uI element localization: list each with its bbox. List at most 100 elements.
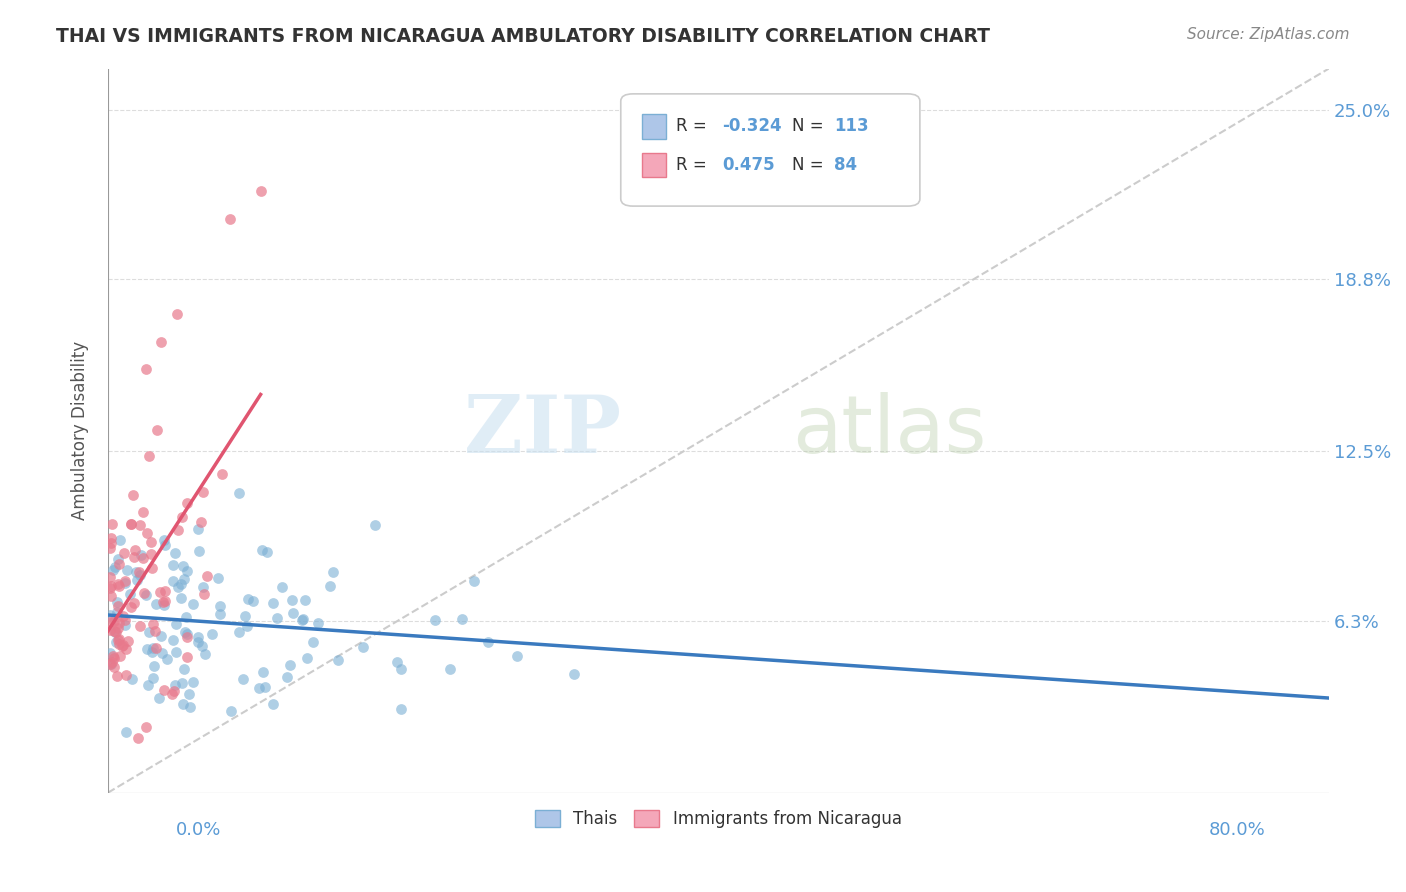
Point <box>107 599 129 613</box>
Point <box>103 648 125 663</box>
Point <box>98 615 121 629</box>
Point <box>249 185 271 199</box>
Point <box>387 656 409 670</box>
Text: 80.0%: 80.0% <box>1209 821 1265 838</box>
Point <box>193 587 215 601</box>
Point <box>219 704 242 718</box>
Point <box>193 484 215 499</box>
Point <box>179 687 201 701</box>
Point <box>328 653 350 667</box>
Point <box>100 531 122 545</box>
FancyBboxPatch shape <box>621 94 920 206</box>
Point <box>142 640 165 655</box>
Point <box>100 657 122 671</box>
Point <box>176 564 198 578</box>
Point <box>142 616 165 631</box>
Point <box>262 596 284 610</box>
Point <box>391 701 413 715</box>
Point <box>163 684 186 698</box>
Point <box>132 550 155 565</box>
Point <box>145 624 167 638</box>
Point <box>98 581 121 595</box>
Point <box>253 680 276 694</box>
Point <box>242 593 264 607</box>
Point <box>105 595 128 609</box>
Point <box>262 697 284 711</box>
Point <box>112 546 135 560</box>
Point <box>153 533 176 547</box>
Point <box>103 660 125 674</box>
Point <box>122 550 145 565</box>
Point <box>155 651 177 665</box>
Point <box>423 613 446 627</box>
Y-axis label: Ambulatory Disability: Ambulatory Disability <box>72 341 89 520</box>
Point <box>121 673 143 687</box>
Point <box>389 662 412 676</box>
Point <box>172 510 194 524</box>
Point <box>129 518 152 533</box>
Point <box>100 535 122 549</box>
Point <box>187 630 209 644</box>
Point <box>143 659 166 673</box>
Point <box>101 656 124 670</box>
Point <box>232 673 254 687</box>
Point <box>107 633 129 648</box>
Point <box>187 544 209 558</box>
Point <box>136 678 159 692</box>
Point <box>195 569 218 583</box>
Text: -0.324: -0.324 <box>723 118 782 136</box>
Point <box>187 522 209 536</box>
Point <box>110 648 132 663</box>
Point <box>172 697 194 711</box>
Point <box>174 625 197 640</box>
Point <box>114 576 136 591</box>
Point <box>439 662 461 676</box>
Point <box>163 678 186 692</box>
Point <box>105 605 128 619</box>
Point <box>252 665 274 679</box>
Point <box>219 211 242 226</box>
Point <box>108 632 131 646</box>
Point <box>138 450 160 464</box>
Point <box>141 535 163 549</box>
Point <box>128 618 150 632</box>
Point <box>105 669 128 683</box>
Point <box>127 574 149 588</box>
Point <box>295 651 318 665</box>
Point <box>162 633 184 648</box>
Point <box>477 635 499 649</box>
Point <box>228 486 250 500</box>
Point <box>179 700 201 714</box>
Point <box>562 666 585 681</box>
Point <box>176 649 198 664</box>
Point <box>163 546 186 560</box>
Point <box>291 612 314 626</box>
Point <box>105 625 128 640</box>
Point <box>191 640 214 654</box>
Point <box>165 617 187 632</box>
Point <box>162 558 184 572</box>
Point <box>228 624 250 639</box>
Point <box>115 668 138 682</box>
Point <box>153 584 176 599</box>
Point <box>131 505 153 519</box>
Point <box>141 561 163 575</box>
Point <box>187 634 209 648</box>
Point <box>115 724 138 739</box>
Point <box>107 621 129 635</box>
Point <box>301 635 323 649</box>
Point <box>114 618 136 632</box>
Point <box>152 599 174 613</box>
Point <box>124 543 146 558</box>
Point <box>104 624 127 639</box>
Point <box>136 641 159 656</box>
Point <box>146 424 169 438</box>
Point <box>150 629 173 643</box>
FancyBboxPatch shape <box>641 114 666 139</box>
Point <box>103 651 125 665</box>
Point <box>135 720 157 734</box>
Point <box>294 592 316 607</box>
Text: 0.0%: 0.0% <box>176 821 221 838</box>
Text: THAI VS IMMIGRANTS FROM NICARAGUA AMBULATORY DISABILITY CORRELATION CHART: THAI VS IMMIGRANTS FROM NICARAGUA AMBULA… <box>56 27 990 45</box>
Point <box>135 362 157 376</box>
